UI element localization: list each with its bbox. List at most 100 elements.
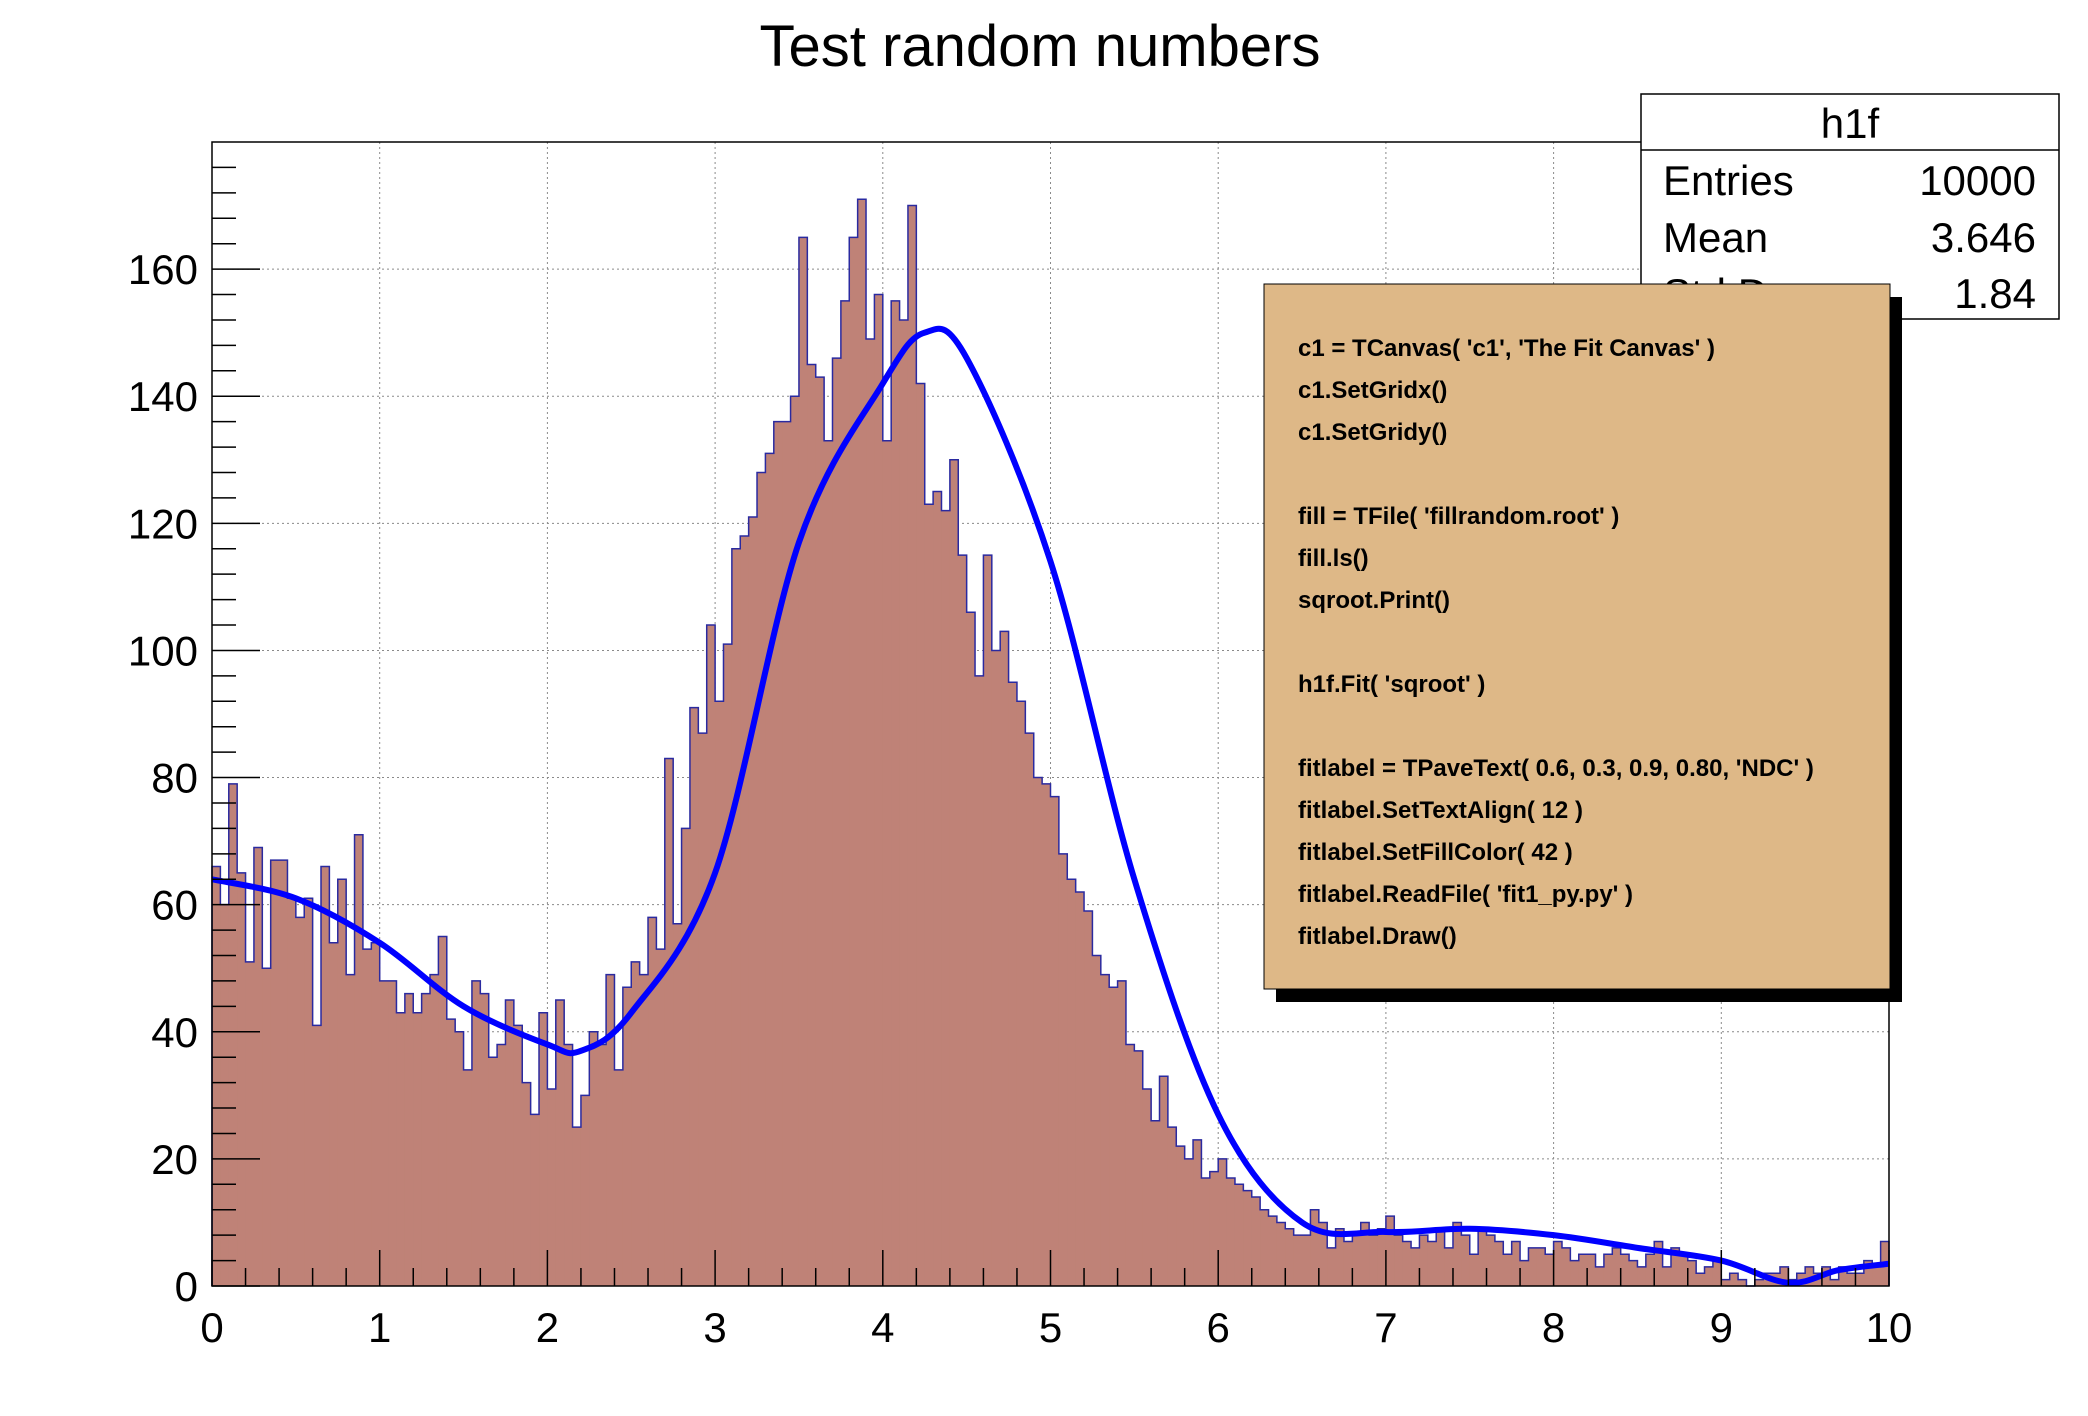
pavetext-line: sqroot.Print() <box>1298 587 1450 614</box>
histogram-bar <box>1042 783 1051 1286</box>
histogram-bar <box>1092 955 1102 1286</box>
histogram-bar <box>362 949 372 1286</box>
histogram-bar <box>1578 1254 1588 1286</box>
histogram-bar <box>1838 1266 1848 1286</box>
histogram-bar <box>622 987 632 1286</box>
histogram-bar <box>1293 1235 1303 1286</box>
pavetext-line: fitlabel = TPaveText( 0.6, 0.3, 0.9, 0.8… <box>1298 755 1814 782</box>
histogram-bar <box>329 942 339 1286</box>
histogram-bar <box>1360 1222 1370 1286</box>
x-tick-label: 6 <box>1207 1304 1230 1351</box>
histogram-bar <box>1050 796 1060 1286</box>
pavetext-line: fitlabel.SetTextAlign( 12 ) <box>1298 797 1583 824</box>
x-tick-label: 9 <box>1710 1304 1733 1351</box>
histogram-bar <box>765 453 775 1286</box>
histogram-bar <box>1738 1279 1747 1286</box>
histogram-bar <box>539 1012 548 1286</box>
histogram-bar <box>1335 1228 1345 1286</box>
histogram-bar <box>1612 1247 1622 1286</box>
histogram-bar <box>1218 1158 1228 1286</box>
histogram-bar <box>1201 1177 1211 1286</box>
histogram-bar <box>639 974 649 1286</box>
histogram-bar <box>748 516 758 1286</box>
histogram-bar <box>1545 1254 1555 1286</box>
x-tick-label: 8 <box>1542 1304 1565 1351</box>
y-tick-label: 100 <box>128 627 198 674</box>
histogram-bar <box>1805 1266 1815 1286</box>
histogram-bar <box>1067 879 1077 1286</box>
histogram-bar <box>295 917 305 1286</box>
histogram-bar <box>1302 1235 1311 1286</box>
histogram-bar <box>664 758 674 1286</box>
histogram-bar <box>1478 1228 1488 1286</box>
pavetext-line: h1f.Fit( 'sqroot' ) <box>1298 671 1485 698</box>
histogram-bars <box>212 199 1890 1287</box>
histogram-bar <box>983 555 993 1286</box>
histogram-bar <box>1419 1235 1429 1286</box>
histogram-bar <box>933 491 942 1286</box>
histogram-bar <box>1863 1260 1873 1286</box>
histogram-bar <box>991 650 1001 1286</box>
histogram-bar <box>1184 1158 1194 1286</box>
histogram-bar <box>874 294 884 1286</box>
histogram-bar <box>1427 1241 1437 1286</box>
histogram-bar <box>1670 1247 1680 1286</box>
histogram-bar <box>1830 1279 1840 1286</box>
histogram-bar <box>840 300 850 1286</box>
histogram-bar <box>790 396 800 1286</box>
histogram-bar <box>1587 1254 1597 1286</box>
stats-box: h1f Entries 10000 Mean 3.646 Std Dev 1.8… <box>1640 93 2060 320</box>
stats-entries-label: Entries <box>1663 157 1794 204</box>
histogram-bar <box>1369 1235 1379 1286</box>
histogram-bar <box>958 555 968 1286</box>
histogram-bar <box>488 1057 498 1286</box>
histogram-bar <box>321 866 330 1286</box>
chart-title: Test random numbers <box>760 14 1321 79</box>
histogram-bar <box>1176 1146 1186 1286</box>
histogram-bar <box>1058 853 1068 1286</box>
pavetext-line: fill = TFile( 'fillrandom.root' ) <box>1298 503 1619 530</box>
histogram-bar <box>1209 1171 1219 1286</box>
histogram-bar <box>715 701 724 1286</box>
histogram-outline <box>211 198 1890 1287</box>
histogram-bar <box>1561 1247 1571 1286</box>
histogram-bar <box>1847 1273 1856 1286</box>
pavetext-line: c1.SetGridy() <box>1298 419 1447 446</box>
histogram-bar <box>471 980 481 1286</box>
histogram-bar <box>706 625 716 1286</box>
histogram-bar <box>1343 1241 1353 1286</box>
histogram-bar <box>1603 1254 1613 1286</box>
histogram-bar <box>1385 1216 1395 1286</box>
y-tick-label: 80 <box>151 755 198 802</box>
histogram-bar <box>304 898 314 1286</box>
histogram-bar <box>522 1082 532 1286</box>
stats-stddev-value: 1.84 <box>1954 270 2036 317</box>
histogram-bar <box>1411 1247 1420 1286</box>
histogram-bar <box>404 993 414 1286</box>
stats-mean-value: 3.646 <box>1931 214 2036 261</box>
histogram-bar <box>1226 1177 1236 1286</box>
histogram-bar <box>1654 1241 1664 1286</box>
histogram-bar <box>1084 911 1093 1286</box>
y-tick-label: 160 <box>128 246 198 293</box>
histogram-bar <box>212 866 221 1286</box>
histogram-bar <box>287 898 297 1286</box>
histogram-bar <box>1327 1247 1337 1286</box>
histogram-bar <box>430 974 439 1286</box>
pavetext-line: fitlabel.Draw() <box>1298 923 1457 950</box>
histogram-bar <box>1855 1273 1865 1286</box>
histogram-bar <box>824 440 833 1286</box>
histogram-bar <box>1696 1273 1706 1286</box>
y-tick-label: 20 <box>151 1136 198 1183</box>
y-tick-label: 120 <box>128 500 198 547</box>
histogram-bar <box>1452 1222 1462 1286</box>
histogram-bar <box>497 1044 506 1286</box>
histogram-bar <box>253 847 263 1286</box>
pavetext-lines: c1 = TCanvas( 'c1', 'The Fit Canvas' ) c1… <box>1298 335 1814 950</box>
histogram-bar <box>1251 1197 1261 1286</box>
pavetext-line: fill.ls() <box>1298 545 1369 572</box>
histogram-bar <box>396 1012 406 1286</box>
histogram-bar <box>698 733 708 1286</box>
histogram-bar <box>916 383 926 1286</box>
histogram-bar <box>1100 974 1110 1286</box>
